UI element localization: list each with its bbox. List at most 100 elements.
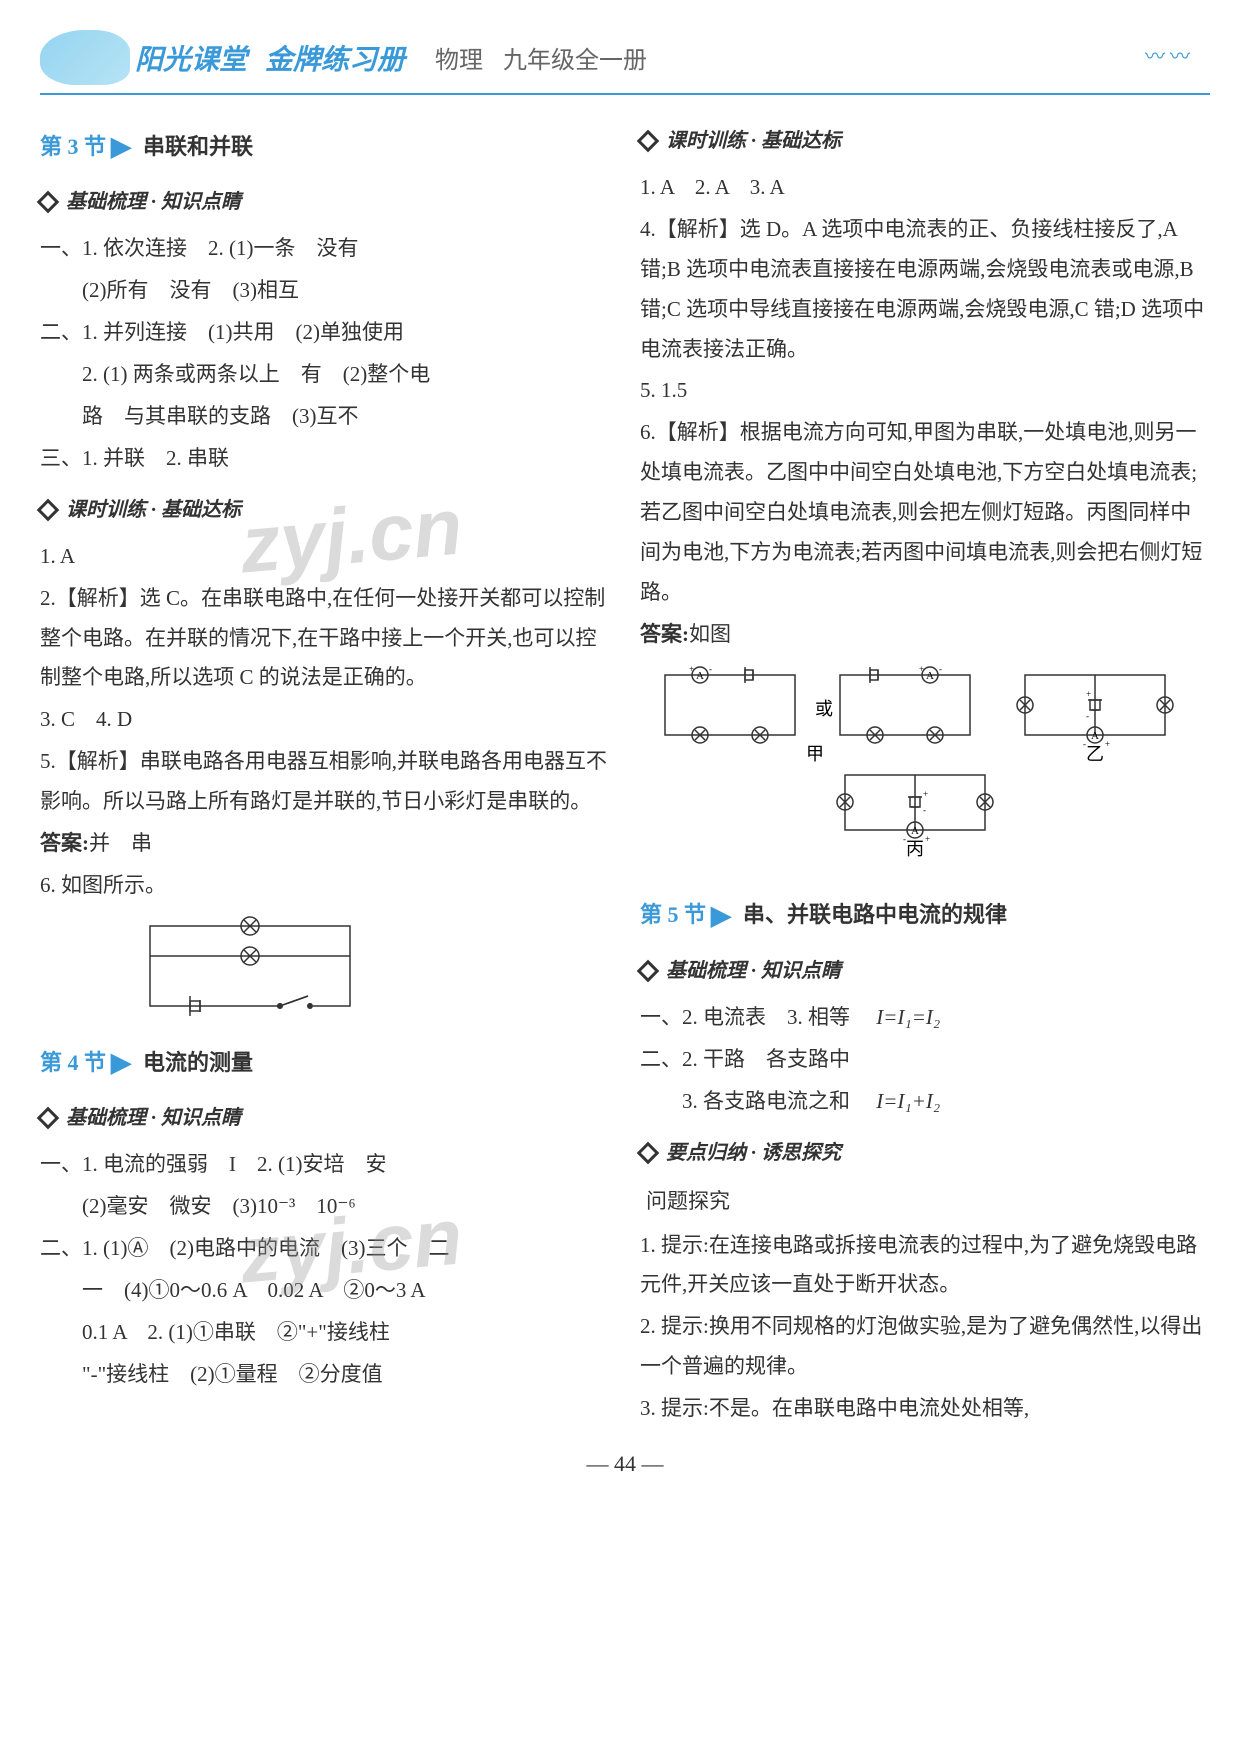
jia-label: 甲 [806,744,824,764]
svg-text:+: + [919,665,924,674]
subsection-points: 要点归纳 · 诱思探究 [640,1134,1210,1172]
diamond-icon [37,191,60,214]
subsection-basic-3: 基础梳理 · 知识点睛 [40,183,610,221]
text-line: 路 与其串联的支路 (3)互不 [40,397,610,437]
section-5-title: 第 5 节 ▶ 串、并联电路中电流的规律 [640,891,1210,940]
text-line: 答案:并 串 [40,824,610,864]
subsection-practice-4: 课时训练 · 基础达标 [640,122,1210,160]
svg-text:+: + [1105,739,1110,749]
section-4-name: 电流的测量 [143,1042,253,1084]
section-3-name: 串联和并联 [143,126,253,168]
page-header: 阳光课堂 金牌练习册 物理 九年级全一册 〰 〰 [40,30,1210,95]
text-line: 答案:如图 [640,615,1210,655]
text-line: 2.【解析】选 C。在串联电路中,在任何一处接开关都可以控制整个电路。在并联的情… [40,579,610,699]
svg-text:+: + [923,789,928,799]
answer-label: 答案: [640,622,689,646]
answer-text: 并 串 [89,831,152,855]
text-line: 一 (4)①0～0.6 A 0.02 A ②0～3 A [40,1271,610,1311]
question-title: 问题探究 [640,1180,1210,1224]
svg-text:+: + [1086,689,1091,699]
text-line: "-"接线柱 (2)①量程 ②分度值 [40,1355,610,1395]
svg-text:-: - [1086,711,1089,721]
header-grade: 九年级全一册 [503,40,647,75]
text-line: (2)毫安 微安 (3)10⁻³ 10⁻⁶ [40,1187,610,1227]
text-content: 一、2. 电流表 3. 相等 [640,1005,871,1029]
diamond-icon [637,130,660,153]
text-line: 1. A 2. A 3. A [640,168,1210,208]
header-decoration [40,30,130,85]
svg-text:-: - [923,805,926,815]
arrow-icon: ▶ [711,891,731,940]
left-column: 第 3 节 ▶ 串联和并联 基础梳理 · 知识点睛 一、1. 依次连接 2. (… [40,110,610,1431]
text-line: 3. 各支路电流之和 I=I₁+I₂ [640,1082,1210,1122]
text-line: 1. 提示:在连接电路或拆接电流表的过程中,为了避免烧毁电路元件,开关应该一直处… [640,1226,1210,1306]
text-line: 2. 提示:换用不同规格的灯泡做实验,是为了避免偶然性,以得出一个普遍的规律。 [640,1307,1210,1387]
text-line: 三、1. 并联 2. 串联 [40,439,610,479]
text-line: 4.【解析】选 D。A 选项中电流表的正、负接线柱接反了,A 错;B 选项中电流… [640,210,1210,370]
section-5-number: 第 5 节 [640,894,706,936]
subsection-label: 基础梳理 · 知识点睛 [66,1099,241,1137]
header-subject: 物理 [435,40,483,75]
text-line: 5.【解析】串联电路各用电器互相影响,并联电路各用电器互不影响。所以马路上所有路… [40,742,610,822]
text-line: (2)所有 没有 (3)相互 [40,271,610,311]
subsection-label: 课时训练 · 基础达标 [666,122,841,160]
diamond-icon [637,1141,660,1164]
arrow-icon: ▶ [111,122,131,171]
svg-text:-: - [709,665,712,674]
text-line: 0.1 A 2. (1)①串联 ②"+"接线柱 [40,1313,610,1353]
svg-text:-: - [939,665,942,674]
circuit-diagrams-answer: A + - 或 [640,665,1210,879]
svg-text:+: + [689,665,694,674]
subsection-label: 基础梳理 · 知识点睛 [66,183,241,221]
text-line: 一、2. 电流表 3. 相等 I=I₁=I₂ [640,998,1210,1038]
section-4-title: 第 4 节 ▶ 电流的测量 [40,1038,610,1087]
header-birds: 〰 〰 [1145,40,1190,69]
subsection-label: 要点归纳 · 诱思探究 [666,1134,841,1172]
section-5-name: 串、并联电路中电流的规律 [743,894,1007,936]
right-column: 课时训练 · 基础达标 1. A 2. A 3. A 4.【解析】选 D。A 选… [640,110,1210,1431]
subsection-practice-3: 课时训练 · 基础达标 [40,491,610,529]
section-3-title: 第 3 节 ▶ 串联和并联 [40,122,610,171]
section-3-number: 第 3 节 [40,126,106,168]
subsection-basic-4: 基础梳理 · 知识点睛 [40,1099,610,1137]
arrow-icon: ▶ [111,1038,131,1087]
diamond-icon [637,960,660,983]
text-line: 3. C 4. D [40,700,610,740]
svg-text:A: A [911,825,919,837]
header-title-main: 阳光课堂 [135,38,247,78]
svg-text:A: A [1091,730,1099,742]
text-line: 一、1. 依次连接 2. (1)一条 没有 [40,229,610,269]
svg-text:A: A [696,670,704,682]
section-4-number: 第 4 节 [40,1042,106,1084]
text-line: 5. 1.5 [640,371,1210,411]
text-line: 3. 提示:不是。在串联电路中电流处处相等, [640,1389,1210,1429]
or-label: 或 [815,699,833,719]
answer-label: 答案: [40,831,89,855]
svg-text:+: + [925,834,930,844]
text-line: 二、2. 干路 各支路中 [640,1040,1210,1080]
formula: I=I₁=I₂ [876,1005,940,1029]
yi-label: 乙 [1086,744,1104,764]
text-line: 1. A [40,537,610,577]
content-area: 第 3 节 ▶ 串联和并联 基础梳理 · 知识点睛 一、1. 依次连接 2. (… [40,110,1210,1431]
bing-label: 丙 [906,839,924,859]
page-number-value: 44 [614,1451,636,1476]
page-number: — 44 — [40,1451,1210,1477]
answer-text: 如图 [689,622,731,646]
text-line: 6.【解析】根据电流方向可知,甲图为串联,一处填电池,则另一处填电流表。乙图中中… [640,413,1210,612]
text-line: 二、1. (1)Ⓐ (2)电路中的电流 (3)三个 二 [40,1229,610,1269]
svg-text:A: A [926,670,934,682]
text-line: 2. (1) 两条或两条以上 有 (2)整个电 [40,355,610,395]
text-line: 一、1. 电流的强弱 I 2. (1)安培 安 [40,1145,610,1185]
subsection-basic-5: 基础梳理 · 知识点睛 [640,952,1210,990]
formula: I=I₁+I₂ [876,1089,940,1113]
diamond-icon [37,498,60,521]
circuit-diagram-q6 [140,916,390,1026]
subsection-label: 基础梳理 · 知识点睛 [666,952,841,990]
text-content: 3. 各支路电流之和 [682,1089,871,1113]
text-line: 6. 如图所示。 [40,866,610,906]
subsection-label: 课时训练 · 基础达标 [66,491,241,529]
diamond-icon [37,1107,60,1130]
header-title-sub: 金牌练习册 [265,38,405,78]
text-line: 二、1. 并列连接 (1)共用 (2)单独使用 [40,313,610,353]
